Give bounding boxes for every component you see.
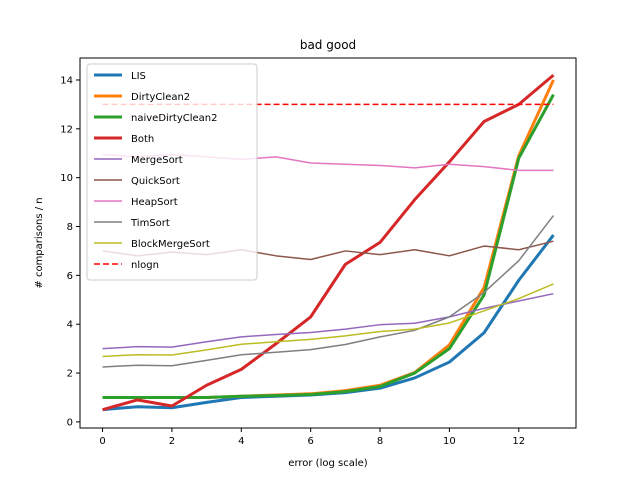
x-tick-label: 12 <box>512 436 525 447</box>
legend-label-dirty-clean2: DirtyClean2 <box>131 92 190 103</box>
legend-label-heap-sort: HeapSort <box>131 197 178 208</box>
y-tick-label: 0 <box>67 417 73 428</box>
legend-label-nlogn: nlogn <box>131 260 159 271</box>
legend-label-quick-sort: QuickSort <box>131 176 180 187</box>
y-tick-label: 2 <box>67 369 73 380</box>
series-line-tim-sort <box>102 215 555 368</box>
y-tick-label: 10 <box>60 173 73 184</box>
plot-frame <box>79 57 577 429</box>
x-tick-label: 6 <box>307 436 313 447</box>
legend-label-block-merge-sort: BlockMergeSort <box>131 239 210 250</box>
y-tick-label: 8 <box>67 222 73 233</box>
legend-box <box>86 63 258 281</box>
y-tick-label: 6 <box>67 271 73 282</box>
legend: LIS DirtyClean2 naiveDirtyClean2 Both MergeS… <box>86 63 258 281</box>
x-tick-label: 10 <box>443 436 456 447</box>
x-tick-label: 8 <box>377 436 383 447</box>
series-line-block-merge-sort <box>102 283 554 358</box>
series-layer <box>102 73 555 412</box>
chart-title: bad good <box>300 38 356 52</box>
legend-label-merge-sort: MergeSort <box>131 155 183 166</box>
series-line-both <box>102 73 555 412</box>
x-axis-label: error (log scale) <box>288 458 367 469</box>
y-tick-label: 4 <box>67 320 73 331</box>
legend-label-tim-sort: TimSort <box>130 218 170 229</box>
y-axis-label: # comparisons / n <box>34 197 45 288</box>
legend-label-lis: LIS <box>131 71 146 82</box>
y-tick-label: 14 <box>60 75 73 86</box>
x-tick-label: 2 <box>169 436 175 447</box>
x-tick-label: 4 <box>238 436 244 447</box>
x-tick-label: 0 <box>99 436 105 447</box>
legend-label-both: Both <box>131 134 154 145</box>
series-line-merge-sort <box>102 292 554 350</box>
y-tick-label: 12 <box>60 124 73 135</box>
series-line-naive-dirty-clean2 <box>102 93 555 399</box>
ticks-layer: 0 2 4 6 8 10 12 0 2 4 6 8 10 12 14 <box>60 75 525 447</box>
legend-label-naive-dirty-clean2: naiveDirtyClean2 <box>131 113 217 124</box>
